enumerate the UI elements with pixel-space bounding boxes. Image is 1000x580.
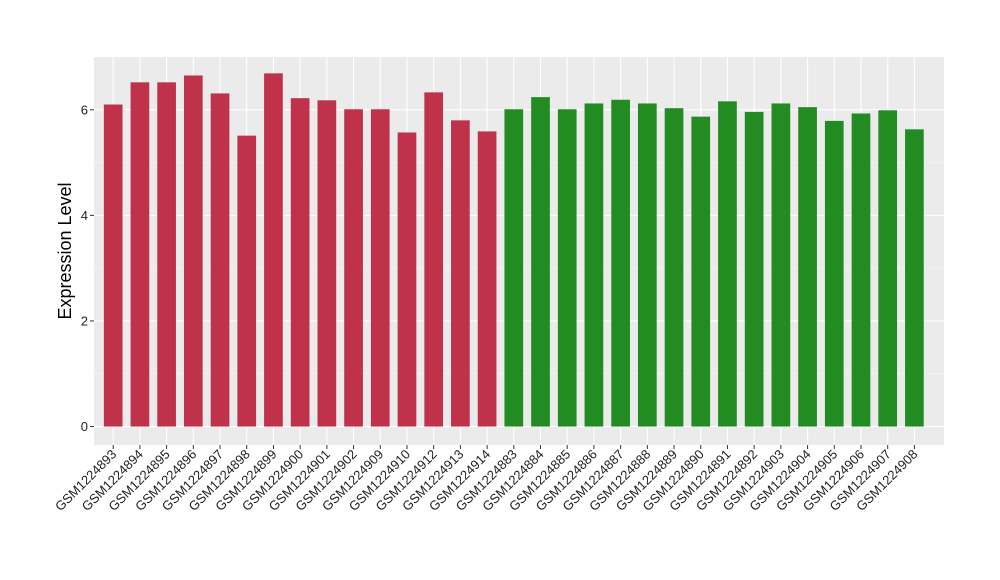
bar-GSM1224889 — [664, 108, 684, 427]
y-tick-label: 4 — [81, 208, 88, 223]
bars — [103, 73, 924, 427]
bar-GSM1224887 — [611, 99, 630, 427]
bar-GSM1224883 — [504, 109, 524, 427]
y-axis-title: Expression Level — [55, 182, 75, 319]
y-tick-label: 0 — [81, 419, 88, 434]
bar-GSM1224903 — [771, 103, 791, 427]
bar-GSM1224905 — [824, 120, 844, 427]
bar-GSM1224899 — [264, 73, 283, 427]
bar-GSM1224890 — [691, 116, 711, 427]
y-tick-label: 6 — [81, 102, 88, 117]
bar-GSM1224897 — [210, 93, 230, 427]
bar-GSM1224901 — [317, 100, 337, 427]
x-axis: GSM1224893GSM1224894GSM1224895GSM1224896… — [52, 445, 921, 514]
bar-GSM1224914 — [477, 131, 497, 427]
bar-GSM1224891 — [718, 101, 737, 427]
bar-GSM1224895 — [157, 82, 176, 427]
bar-GSM1224906 — [851, 113, 871, 427]
bar-GSM1224907 — [878, 110, 898, 427]
bar-GSM1224910 — [397, 132, 417, 427]
bar-GSM1224912 — [424, 92, 444, 427]
bar-GSM1224893 — [103, 104, 123, 427]
bar-GSM1224886 — [584, 103, 604, 427]
bar-GSM1224884 — [531, 97, 550, 427]
bar-GSM1224908 — [905, 129, 924, 427]
bar-GSM1224885 — [557, 109, 577, 427]
bar-GSM1224892 — [744, 111, 764, 427]
bar-GSM1224896 — [183, 75, 203, 427]
bar-GSM1224900 — [290, 98, 310, 427]
bar-GSM1224904 — [798, 107, 817, 427]
bar-GSM1224894 — [130, 82, 150, 427]
bar-GSM1224898 — [237, 135, 257, 427]
bar-GSM1224913 — [451, 120, 470, 427]
bar-GSM1224902 — [344, 109, 363, 427]
bar-GSM1224909 — [370, 109, 390, 427]
bar-GSM1224888 — [637, 103, 657, 427]
y-tick-label: 2 — [81, 313, 88, 328]
y-axis: 0 2 4 6 — [81, 102, 94, 434]
